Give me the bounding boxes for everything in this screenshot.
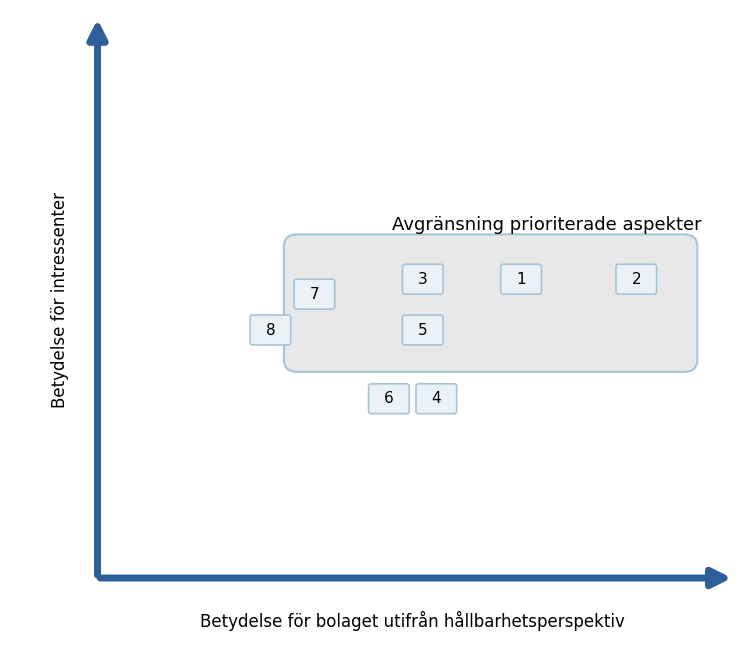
Text: Betydelse för bolaget utifrån hållbarhetsperspektiv: Betydelse för bolaget utifrån hållbarhet… [200, 611, 625, 631]
FancyBboxPatch shape [250, 315, 291, 345]
Text: 8: 8 [266, 323, 275, 337]
Text: Avgränsning prioriterade aspekter: Avgränsning prioriterade aspekter [392, 216, 702, 234]
Text: 4: 4 [431, 391, 441, 406]
FancyBboxPatch shape [284, 234, 697, 372]
Text: 5: 5 [418, 323, 428, 337]
FancyBboxPatch shape [294, 279, 334, 309]
FancyBboxPatch shape [416, 384, 456, 414]
Text: 2: 2 [632, 272, 641, 287]
FancyBboxPatch shape [402, 264, 443, 294]
Text: 7: 7 [309, 287, 319, 301]
Text: 1: 1 [517, 272, 526, 287]
Text: Betydelse för intressenter: Betydelse för intressenter [51, 192, 69, 408]
Text: 3: 3 [418, 272, 428, 287]
FancyBboxPatch shape [501, 264, 541, 294]
FancyBboxPatch shape [402, 315, 443, 345]
Text: 6: 6 [384, 391, 394, 406]
FancyBboxPatch shape [369, 384, 409, 414]
FancyBboxPatch shape [616, 264, 657, 294]
